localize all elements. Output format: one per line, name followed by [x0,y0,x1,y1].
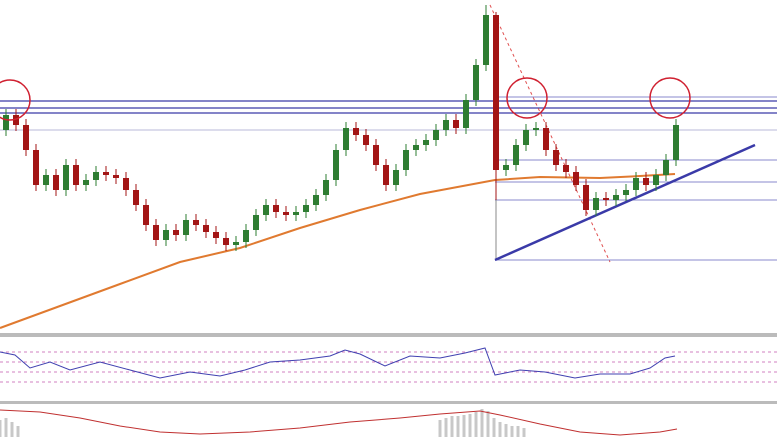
candle-body [213,232,219,238]
moving-average [0,173,676,329]
macd-histogram [0,409,526,437]
candle-body [183,220,189,235]
macd-line [0,409,678,436]
circles [0,77,691,121]
candle-body [293,212,299,215]
candle-body [673,125,679,160]
candle-body [313,195,319,205]
candle-body [623,190,629,195]
candle-body [653,175,659,185]
panel-separator [0,401,777,404]
candle-body [483,15,489,65]
candle-body [113,175,119,178]
candle-body [603,198,609,200]
candle-body [503,165,509,170]
trendline [494,143,756,262]
candle-body [83,180,89,185]
candle-body [613,195,619,200]
highlight-circle [0,79,31,121]
candle-body [523,130,529,145]
candle-body [193,220,199,225]
candles [3,5,679,251]
rsi-panel [0,347,777,383]
candle-body [353,128,359,135]
candle-body [403,150,409,170]
rsi-line [0,347,676,379]
candle-body [173,230,179,235]
candle-body [3,115,9,130]
candle-body [463,100,469,128]
candle-body [633,178,639,190]
candle-body [573,172,579,185]
candle-body [273,205,279,212]
candle-body [583,185,589,210]
candle-body [303,205,309,212]
candle-body [663,160,669,175]
candle-body [553,150,559,165]
candle-body [343,128,349,150]
candle-body [103,172,109,175]
candle-body [383,165,389,185]
highlight-circle [506,77,548,119]
candle-body [73,165,79,185]
candle-body [93,172,99,180]
candle-body [203,225,209,232]
panel-separator [0,333,777,337]
candle-body [323,180,329,195]
candle-body [543,128,549,150]
candle-body [243,230,249,242]
candle-body [333,150,339,180]
candle-body [233,242,239,245]
candle-body [63,165,69,190]
macd-panel [0,409,678,437]
candle-body [593,198,599,210]
candle-body [43,175,49,185]
candle-body [473,65,479,100]
candle-body [413,145,419,150]
candle-body [153,225,159,240]
candle-body [263,205,269,215]
candle-body [123,178,129,190]
candle-body [393,170,399,185]
candle-body [13,115,19,125]
candle-body [513,145,519,165]
candle-body [163,230,169,240]
highlight-circle [649,77,691,119]
candle-body [283,212,289,215]
candle-body [493,15,499,170]
candle-body [23,125,29,150]
candle-body [53,175,59,190]
candle-body [433,130,439,140]
candle-body [453,120,459,128]
candle-body [443,120,449,130]
candle-body [373,145,379,165]
candle-body [223,238,229,245]
candle-body [563,165,569,172]
candle-body [133,190,139,205]
candle-body [643,178,649,185]
candle-body [33,150,39,185]
levels [0,4,777,329]
candle-body [533,128,539,130]
candle-body [253,215,259,230]
candle-body [143,205,149,225]
candle-body [423,140,429,145]
candle-body [363,135,369,145]
